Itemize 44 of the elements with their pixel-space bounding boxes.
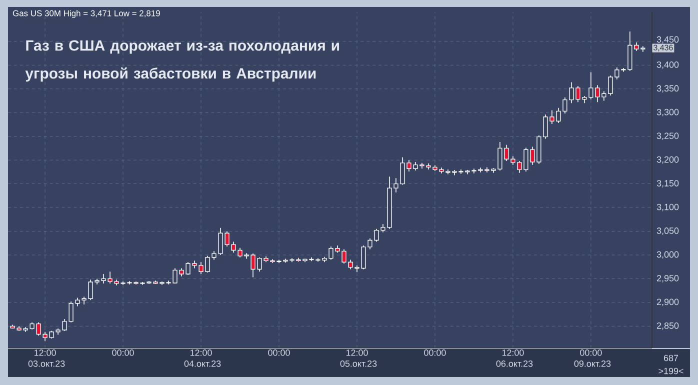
text: 687 <box>664 354 678 362</box>
candlestick <box>576 86 580 103</box>
candlestick <box>484 166 490 173</box>
y-tick-label: 3,050 <box>656 228 679 235</box>
x-tick-label: 12:00 06.окт.23 <box>496 350 533 367</box>
text: >199< <box>658 368 684 374</box>
y-tick-label: 3,000 <box>656 251 679 259</box>
candlestick <box>550 110 554 124</box>
candlestick <box>595 84 600 103</box>
candlestick <box>614 67 620 80</box>
candlestick <box>569 82 574 104</box>
candlestick <box>640 46 646 52</box>
candlestick <box>504 144 509 162</box>
y-tick-label: 3,350 <box>656 85 679 93</box>
y-tick-label: 3,450 <box>656 36 679 44</box>
y-tick-label: 3,150 <box>656 180 679 188</box>
candlestick <box>510 156 516 166</box>
candlestick <box>634 42 639 52</box>
y-tick-label: 2,850 <box>656 322 679 330</box>
y-tick-label: 3,250 <box>656 132 679 140</box>
candlestick <box>530 146 535 166</box>
text: Газ в США дорожает из-за похолодания и угрозы новой забастовки в Австралии <box>25 40 339 82</box>
x-tick-label: 00:00 <box>424 350 446 356</box>
x-tick-label: 00:00 09.окт.23 <box>574 350 611 367</box>
candlestick <box>556 107 561 124</box>
y-tick-label: 3,200 <box>656 156 679 164</box>
x-tick-label: 12:00 04.окт.23 <box>184 350 221 367</box>
x-tick-label: 00:00 <box>112 350 134 356</box>
y-tick-label: 3,100 <box>656 204 679 212</box>
candlestick <box>472 168 476 174</box>
x-tick-label: 12:00 05.окт.23 <box>340 350 377 367</box>
candlestick <box>524 147 528 172</box>
candlestick <box>562 97 568 114</box>
x-tick-label: 00:00 <box>268 350 290 356</box>
candlestick <box>543 114 548 140</box>
candlestick <box>588 72 594 100</box>
candlestick <box>478 167 483 173</box>
y-tick-label: 2,950 <box>656 275 679 282</box>
chart-subtitle: Gas US 30M High = 3,471 Low = 2,819 <box>12 10 160 18</box>
candlestick <box>602 90 606 102</box>
x-tick-label: 12:00 03.окт.23 <box>28 350 65 367</box>
y-tick-label: 3,300 <box>656 108 679 116</box>
y-tick-label: 3,400 <box>656 61 679 69</box>
y-tick-label: 2,900 <box>656 298 679 306</box>
